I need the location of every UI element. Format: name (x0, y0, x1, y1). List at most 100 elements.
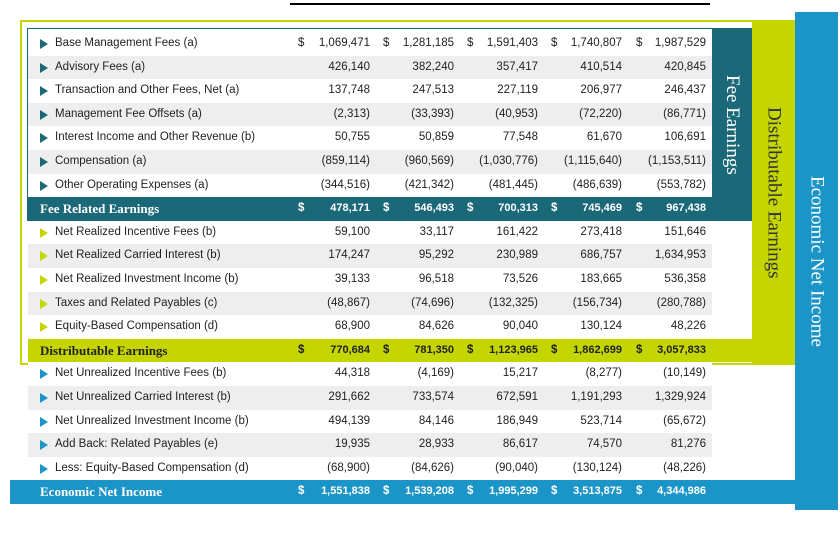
row-bg (28, 55, 712, 80)
currency-sign: $ (636, 343, 643, 356)
value-cell: 1,995,299 (489, 485, 538, 498)
value-cell: 478,171 (330, 202, 370, 215)
value-cell: 39,133 (334, 273, 370, 285)
currency-sign: $ (383, 202, 390, 215)
value-cell: (1,030,776) (479, 155, 538, 167)
value-cell: 246,437 (664, 84, 706, 97)
value-cell: (86,771) (663, 107, 706, 120)
value-cell: 4,344,986 (657, 485, 706, 498)
value-cell: 523,714 (580, 414, 622, 427)
row-bg (28, 126, 712, 150)
bullet (40, 393, 48, 403)
value-cell: (421,342) (404, 178, 454, 191)
value-cell: (68,900) (327, 461, 370, 474)
row-bg (28, 150, 712, 174)
value-cell: (553,782) (656, 178, 706, 191)
total-row-bg (10, 480, 838, 504)
value-cell: (132,325) (488, 296, 538, 309)
row-label: Equity-Based Compensation (d) (55, 320, 218, 333)
currency-sign: $ (298, 485, 305, 498)
value-cell: 426,140 (328, 60, 370, 73)
row-label: Advisory Fees (a) (55, 60, 146, 73)
currency-sign: $ (467, 343, 474, 356)
value-cell: (156,734) (572, 296, 622, 309)
value-cell: 420,845 (664, 60, 706, 73)
row-label: Taxes and Related Payables (c) (55, 296, 218, 309)
currency-sign: $ (551, 202, 558, 215)
row-bg (28, 220, 712, 245)
bullet (40, 62, 48, 73)
total-label: Distributable Earnings (40, 342, 168, 358)
section-label: Fee Earnings (722, 74, 743, 175)
value-cell: 3,513,875 (573, 485, 622, 498)
value-cell: (10,149) (663, 367, 706, 380)
value-cell: 273,418 (580, 225, 622, 238)
value-cell: 28,933 (418, 438, 454, 451)
row-bg (28, 315, 712, 339)
row-bg (28, 291, 712, 316)
value-cell: 672,591 (496, 391, 538, 403)
value-cell: 77,548 (502, 131, 538, 144)
value-cell: 1,551,838 (321, 485, 370, 498)
value-cell: 1,634,953 (654, 249, 706, 262)
value-cell: 745,469 (582, 202, 622, 215)
row-label: Add Back: Related Payables (e) (55, 438, 219, 451)
top-rule (290, 3, 710, 5)
value-cell: 44,318 (334, 367, 370, 380)
value-cell: 1,069,471 (318, 37, 370, 49)
row-label: Transaction and Other Fees, Net (a) (55, 84, 240, 97)
currency-sign: $ (551, 485, 558, 498)
row-bg (28, 362, 712, 386)
currency-sign: $ (383, 37, 390, 49)
row-label: Net Unrealized Investment Income (b) (55, 414, 249, 427)
bullet (40, 463, 48, 474)
bullet (40, 275, 48, 285)
bullet (40, 322, 48, 333)
value-cell: (130,124) (572, 461, 622, 474)
value-cell: 50,755 (334, 131, 370, 144)
value-cell: 84,146 (418, 414, 454, 427)
value-cell: 81,276 (670, 438, 706, 451)
bullet (40, 133, 48, 144)
value-cell: (486,639) (572, 178, 622, 191)
bullet (40, 157, 48, 167)
value-cell: 15,217 (502, 367, 538, 380)
value-cell: 186,949 (496, 414, 538, 427)
bullet (40, 227, 48, 238)
value-cell: 733,574 (412, 391, 454, 403)
currency-sign: $ (636, 37, 643, 49)
bullet (40, 298, 48, 309)
value-cell: 1,862,699 (573, 343, 622, 356)
value-cell: 1,987,529 (654, 37, 706, 49)
value-cell: 410,514 (580, 60, 622, 73)
bullet (40, 251, 48, 262)
value-cell: 183,665 (580, 273, 622, 285)
value-cell: 74,570 (586, 438, 622, 451)
total-label: Economic Net Income (40, 484, 163, 500)
row-label: Less: Equity-Based Compensation (d) (55, 461, 249, 474)
value-cell: (40,953) (495, 107, 538, 120)
value-cell: 137,748 (328, 84, 370, 97)
value-cell: 382,240 (412, 60, 454, 73)
value-cell: 86,617 (502, 438, 538, 451)
value-cell: 357,417 (496, 60, 538, 73)
value-cell: 84,626 (418, 320, 454, 333)
bullet (40, 86, 48, 97)
row-label: Net Unrealized Carried Interest (b) (55, 391, 231, 403)
value-cell: 781,350 (414, 343, 454, 356)
value-cell: (960,569) (404, 155, 454, 167)
section-label: Economic Net Income (806, 175, 828, 347)
eni-strip (795, 12, 838, 510)
value-cell: (33,393) (411, 107, 454, 120)
value-cell: 770,684 (330, 343, 370, 356)
value-cell: (280,788) (656, 296, 706, 309)
value-cell: (84,626) (411, 461, 454, 474)
value-cell: 61,670 (586, 131, 622, 144)
row-label: Base Management Fees (a) (55, 37, 198, 49)
value-cell: 73,526 (502, 273, 538, 285)
row-label: Interest Income and Other Revenue (b) (55, 131, 256, 144)
row-label: Management Fee Offsets (a) (55, 107, 202, 120)
value-cell: 546,493 (414, 202, 454, 215)
value-cell: 700,313 (498, 202, 538, 215)
